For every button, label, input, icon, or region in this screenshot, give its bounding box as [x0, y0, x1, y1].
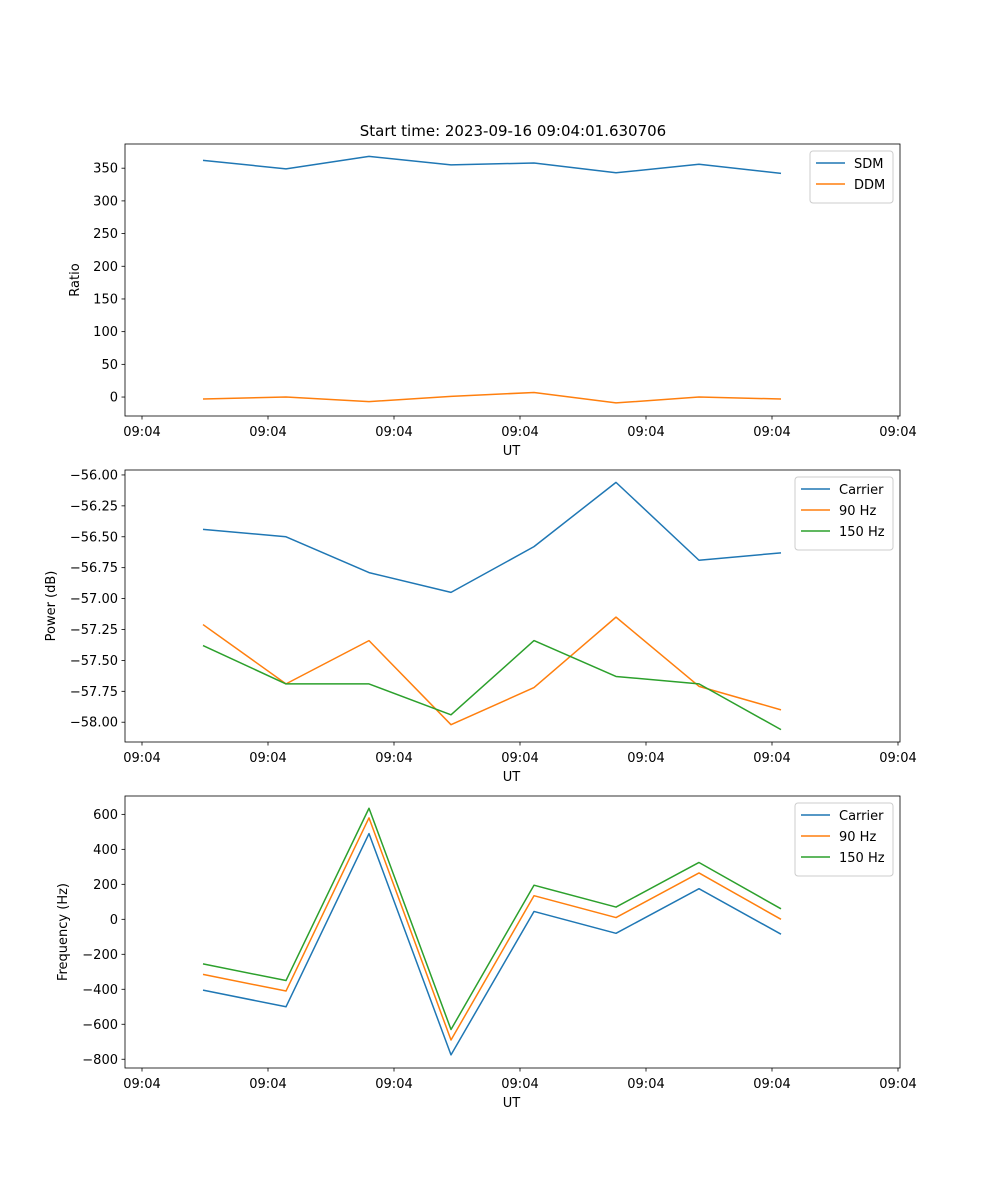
y-tick-label: −600 [82, 1018, 118, 1033]
y-axis-label: Power (dB) [44, 571, 59, 642]
y-tick-label: 250 [93, 227, 118, 242]
x-tick-label: 09:04 [753, 751, 790, 766]
y-tick-label: 0 [110, 391, 118, 406]
x-tick-label: 09:04 [249, 1077, 286, 1092]
chart-panel-1: 0 50 100 150 200 250 300 350 09:04 09:04 09:04 09:0… [68, 143, 917, 459]
legend-label-carrier: Carrier [839, 809, 884, 824]
x-tick-label: 09:04 [879, 751, 916, 766]
series-line-ddm [202, 391, 782, 404]
y-tick-label: 400 [93, 843, 118, 858]
series-line-carrier [202, 832, 782, 1056]
legend-label-150-hz: 150 Hz [839, 851, 885, 866]
series-line-carrier [202, 481, 782, 594]
series-line-150-hz [202, 807, 782, 1031]
x-tick-label: 09:04 [375, 751, 412, 766]
x-tick-label: 09:04 [375, 425, 412, 440]
y-tick-label: 50 [101, 358, 118, 373]
legend-label-sdm: SDM [854, 157, 883, 172]
x-axis-label: UT [503, 444, 521, 459]
y-tick-label: −57.75 [70, 685, 118, 700]
axes-frame [124, 469, 901, 743]
x-tick-label: 09:04 [501, 425, 538, 440]
y-tick-label: −56.75 [70, 561, 118, 576]
legend-label-150-hz: 150 Hz [839, 525, 885, 540]
chart-panel-3: −800 −600 −400 −200 0 200 400 600 09:04 09:04 09:0… [56, 795, 917, 1111]
y-tick-label: 0 [110, 913, 118, 928]
x-tick-label: 09:04 [501, 751, 538, 766]
series-line-sdm [202, 155, 782, 175]
legend: Carrier 90 Hz 150 Hz [794, 476, 894, 551]
x-tick-label: 09:04 [627, 1077, 664, 1092]
y-tick-label: 300 [93, 194, 118, 209]
chart-panel-2: −58.00 −57.75 −57.50 −57.25 −57.00 −56.75 −56.… [44, 468, 917, 785]
y-tick-label: −56.50 [70, 530, 118, 545]
y-tick-label: −57.00 [70, 592, 118, 607]
x-tick-label: 09:04 [501, 1077, 538, 1092]
y-tick-label: −56.00 [70, 468, 118, 483]
y-tick-label: 150 [93, 292, 118, 307]
x-tick-label: 09:04 [249, 751, 286, 766]
x-axis-label: UT [503, 770, 521, 785]
y-tick-label: 100 [93, 325, 118, 340]
y-tick-label: 200 [93, 260, 118, 275]
y-tick-label: 600 [93, 808, 118, 823]
x-tick-label: 09:04 [879, 1077, 916, 1092]
y-tick-label: −800 [82, 1053, 118, 1068]
axes-frame [124, 795, 901, 1069]
y-tick-label: −57.50 [70, 654, 118, 669]
x-tick-label: 09:04 [753, 1077, 790, 1092]
legend-label-90-hz: 90 Hz [839, 830, 876, 845]
x-axis-label: UT [503, 1096, 521, 1111]
x-tick-label: 09:04 [249, 425, 286, 440]
y-axis-label: Frequency (Hz) [56, 883, 71, 981]
series-line-150-hz [202, 639, 782, 731]
x-tick-label: 09:04 [123, 1077, 160, 1092]
x-tick-label: 09:04 [123, 751, 160, 766]
legend-box [809, 150, 894, 204]
x-tick-label: 09:04 [123, 425, 160, 440]
figure-title: Start time: 2023-09-16 09:04:01.630706 [360, 122, 666, 140]
x-tick-label: 09:04 [879, 425, 916, 440]
y-tick-label: −57.25 [70, 623, 118, 638]
y-tick-label: −400 [82, 983, 118, 998]
y-axis-label: Ratio [68, 263, 83, 296]
y-tick-label: −58.00 [70, 716, 118, 731]
legend-label-ddm: DDM [854, 178, 885, 193]
y-tick-label: −56.25 [70, 499, 118, 514]
x-tick-label: 09:04 [627, 425, 664, 440]
x-tick-label: 09:04 [627, 751, 664, 766]
legend-label-90-hz: 90 Hz [839, 504, 876, 519]
legend: SDM DDM [809, 150, 894, 204]
y-tick-label: 200 [93, 878, 118, 893]
y-tick-label: −200 [82, 948, 118, 963]
x-tick-label: 09:04 [375, 1077, 412, 1092]
legend-label-carrier: Carrier [839, 483, 884, 498]
y-tick-label: 350 [93, 162, 118, 177]
legend: Carrier 90 Hz 150 Hz [794, 802, 894, 877]
axes-frame [124, 143, 901, 417]
x-tick-label: 09:04 [753, 425, 790, 440]
series-line-90-hz [202, 616, 782, 726]
series-line-90-hz [202, 817, 782, 1041]
